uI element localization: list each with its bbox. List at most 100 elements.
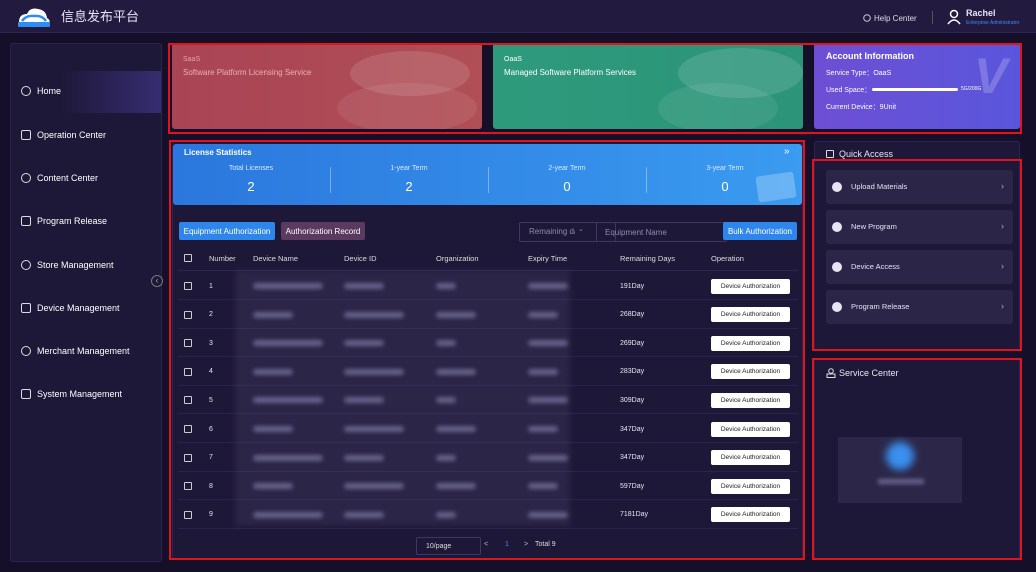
menu-icon [21,173,31,183]
service-qr [838,437,962,503]
stat-label: 1-year Term [390,165,428,172]
device-authorization-button[interactable]: Device Authorization [711,421,790,437]
quick-access-item[interactable] [826,250,1013,284]
quick-access-item[interactable] [826,290,1013,324]
device-authorization-button[interactable]: Device Authorization [711,392,790,408]
oaas-card[interactable] [493,43,803,129]
remaining-days: 268Day [620,311,645,319]
remaining-days: 597Day [620,482,645,490]
row-number: 6 [209,425,213,433]
device-authorization-button[interactable]: Device Authorization [711,507,790,523]
next-page[interactable]: > [524,541,529,548]
row-number: 5 [209,396,213,404]
menu-icon [21,346,31,356]
card-tag: SaaS [183,56,201,63]
menu-item[interactable]: System Management [37,389,123,399]
blurred-cell [344,426,404,432]
menu-item[interactable]: Operation Center [37,130,107,140]
header-divider [178,270,798,271]
user-name[interactable]: Rachel [966,8,996,18]
qr-blur [886,442,914,470]
item-icon [832,262,842,272]
row-number: 7 [209,454,213,462]
stat-divider [488,167,489,193]
page-size: 10/page [426,542,452,550]
logo[interactable] [16,6,52,28]
menu-item[interactable]: Device Management [37,303,120,313]
row-divider [178,384,798,386]
expand-icon[interactable]: » [784,146,790,157]
filter-select[interactable]: Remaining days [519,222,616,242]
column-header: Expiry Time [528,254,568,263]
device-authorization-button[interactable]: Device Authorization [711,450,790,466]
stat-value: 2 [247,179,255,194]
device-authorization-button[interactable]: Device Authorization [711,335,790,351]
quick-access-item[interactable] [826,210,1013,244]
menu-icon [21,389,31,399]
quick-access-item[interactable] [826,170,1013,204]
bulk-authorization[interactable]: Bulk Authorization [723,222,797,240]
row-checkbox[interactable] [184,367,192,376]
header-checkbox[interactable] [184,254,192,262]
row-checkbox[interactable] [184,510,192,519]
item-arrow: › [1001,221,1004,231]
service-type: Service Type：OaaS [826,70,892,77]
row-checkbox[interactable] [184,425,192,433]
menu-icon [21,130,31,140]
tab-authorization-record[interactable]: Authorization Record [281,222,365,240]
account-title: Account Information [826,51,914,61]
blur-overlay [235,270,570,526]
used-space-bar [872,88,958,91]
device-authorization-button[interactable]: Device Authorization [711,364,790,380]
blurred-cell [253,483,293,490]
prev-page[interactable]: < [484,541,489,548]
stat-label: 3-year Term [706,165,744,172]
menu-item[interactable]: Merchant Management [37,346,130,356]
blurred-cell [528,426,558,432]
service-center-title: Service Center [839,368,899,378]
row-checkbox[interactable] [184,282,192,290]
menu-item[interactable]: Home [37,86,62,96]
current-page[interactable]: 1 [505,541,509,548]
used-space-value: 5G/200G [961,86,982,92]
search-input[interactable]: Equipment Name [596,222,727,242]
blurred-cell [528,340,568,347]
row-checkbox[interactable] [184,339,192,348]
device-authorization-button[interactable]: Device Authorization [711,278,790,294]
row-number: 4 [209,368,213,376]
blurred-cell [528,368,558,375]
row-checkbox[interactable] [184,453,192,462]
blurred-cell [344,397,384,404]
row-checkbox[interactable] [184,310,192,319]
saas-card[interactable] [172,43,482,129]
row-checkbox[interactable] [184,396,192,405]
menu-icon [21,86,31,96]
device-authorization-button[interactable]: Device Authorization [711,307,790,323]
row-divider [178,527,798,529]
device-authorization-button[interactable]: Device Authorization [711,478,790,494]
card-text: Managed Software Platform Services [504,68,637,77]
account-card: V [814,43,1020,129]
blurred-cell [436,283,456,289]
menu-item[interactable]: Content Center [37,173,99,183]
row-checkbox[interactable] [184,482,192,491]
remaining-days: 191Day [620,282,645,290]
tab-equipment-authorization[interactable]: Equipment Authorization [179,222,275,240]
license-banner [173,144,802,205]
collapse-button[interactable]: ‹ [151,275,163,287]
row-number: 9 [209,511,213,519]
stat-label: Total Licenses [228,165,274,172]
page-size-select[interactable]: 10/page [416,537,481,555]
menu-item[interactable]: Program Release [37,216,108,226]
column-header: Device Name [253,254,299,263]
remaining-days: 309Day [620,396,645,404]
row-divider [178,442,798,443]
blurred-cell [528,283,568,289]
remaining-days: 347Day [620,425,645,433]
blurred-cell [253,311,293,318]
menu-item[interactable]: Store Management [37,260,114,270]
stat-divider [330,167,331,193]
blurred-cell [253,426,293,432]
help-center[interactable]: Help Center [874,14,917,23]
